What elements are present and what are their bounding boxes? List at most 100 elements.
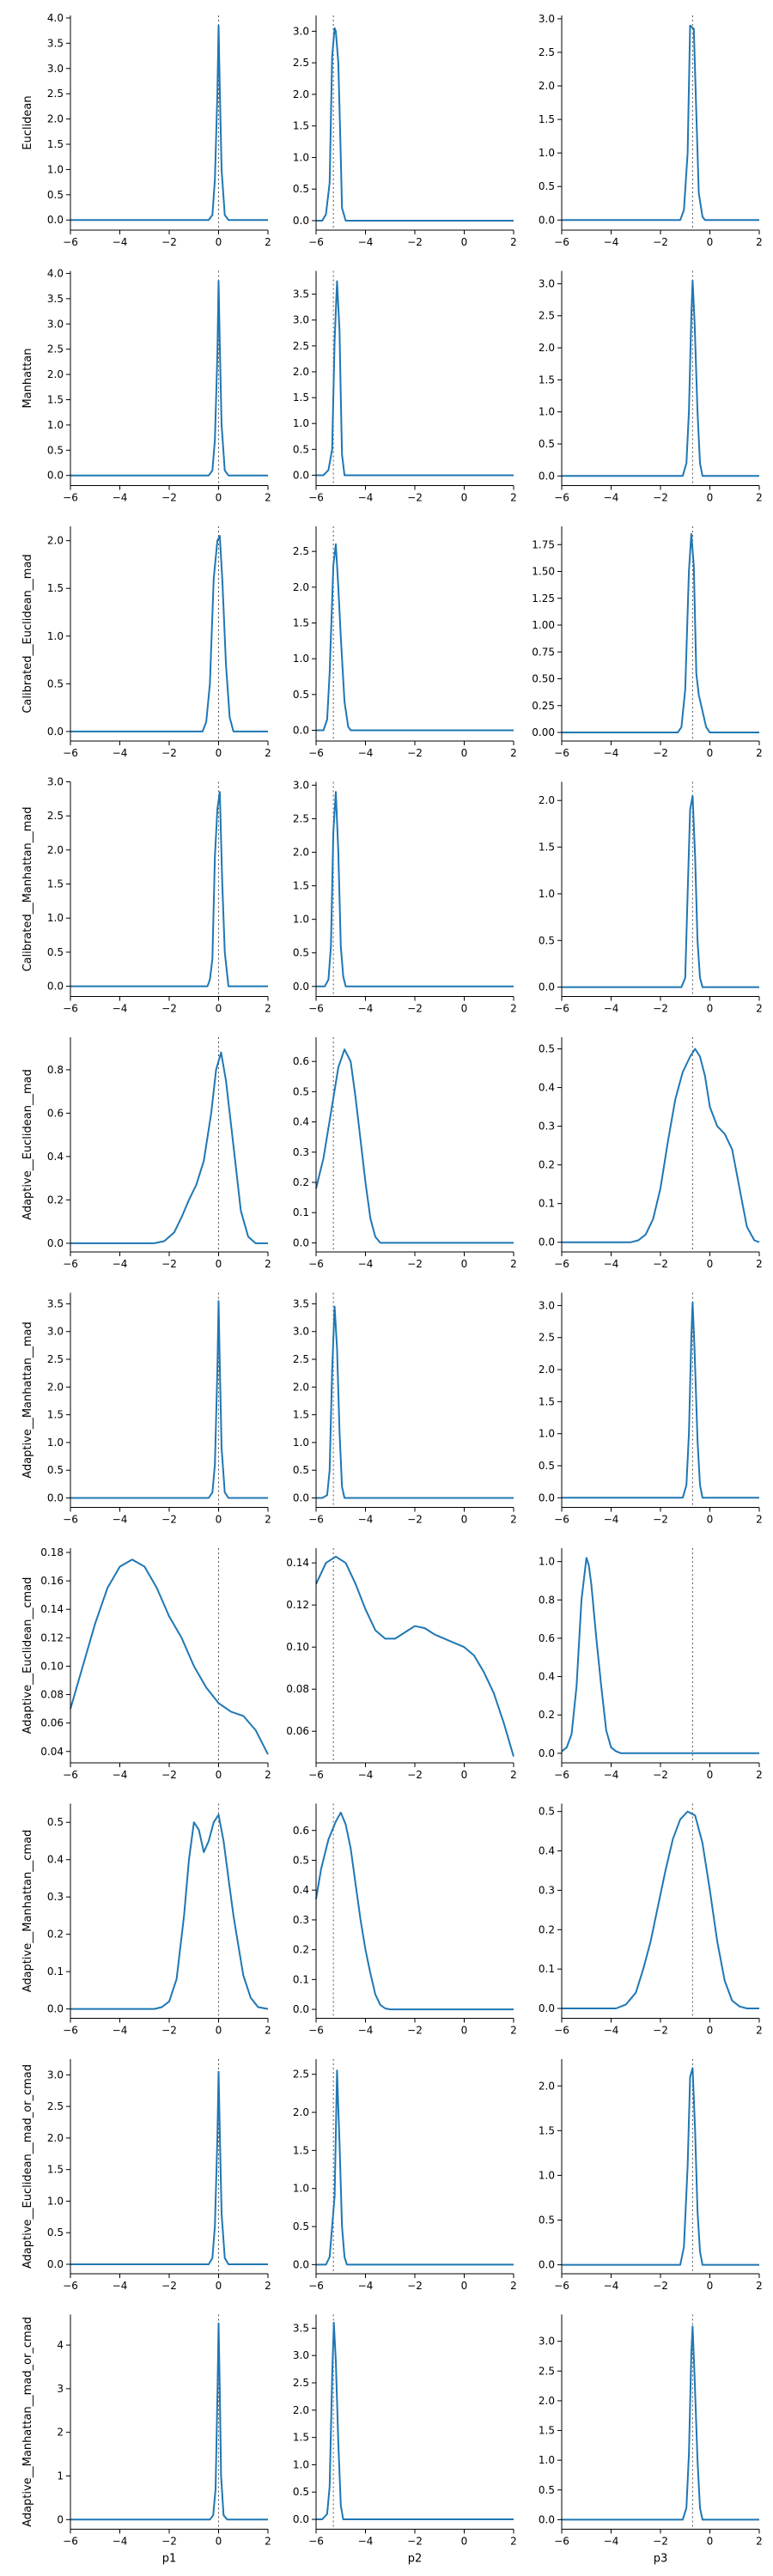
y-tick-label: 0.5 — [47, 1816, 64, 1828]
x-tick-label: 0 — [461, 2280, 468, 2292]
x-tick-label: −4 — [604, 747, 619, 759]
panel-r1-c1: −6 −4 −2 0 2 0.0 0.5 1.0 1.5 2.0 2.5 3.0 3.5 4.0 Eucli… — [21, 12, 271, 248]
x-tick-label: −6 — [308, 1514, 324, 1526]
x-tick-label: −6 — [554, 2280, 569, 2292]
x-tick-label: 2 — [510, 236, 517, 248]
y-tick-label: 3.5 — [293, 289, 309, 301]
y-tick-label: 0.5 — [539, 1043, 555, 1055]
y-tick-label: 0.5 — [293, 1085, 309, 1097]
x-tick-label: −6 — [554, 492, 569, 504]
x-tick-label: −6 — [63, 747, 78, 759]
panel-r4-c3: −6 −4 −2 0 2 0.0 0.5 1.0 1.5 2.0 — [539, 781, 763, 1015]
x-tick-label: −4 — [113, 492, 128, 504]
y-tick-label: 0.2 — [47, 1194, 64, 1206]
y-tick-label: 1.5 — [293, 2432, 309, 2444]
y-tick-label: 1.0 — [47, 1437, 64, 1449]
y-tick-label: 2.5 — [293, 340, 309, 352]
panel-r3-c2: −6 −4 −2 0 2 0.0 0.5 1.0 1.5 2.0 2.5 — [293, 526, 517, 759]
x-tick-label: 2 — [265, 1769, 271, 1781]
x-tick-label: 2 — [510, 2025, 517, 2037]
x-tick-label: −4 — [113, 1258, 128, 1270]
y-tick-label: 0.16 — [40, 1575, 64, 1587]
y-tick-label: 1.5 — [539, 113, 555, 125]
y-tick-label: 3.0 — [293, 25, 309, 37]
y-tick-label: 0.12 — [40, 1631, 64, 1643]
row-ylabel: Adaptive__Manhattan__mad_or_cmad — [21, 2317, 34, 2527]
x-tick-label: 0 — [707, 1769, 714, 1781]
x-tick-label: −2 — [653, 1003, 668, 1015]
panel-r3-c1: −6 −4 −2 0 2 0.0 0.5 1.0 1.5 2.0 Calibrated__Eucli… — [21, 526, 271, 759]
y-tick-label: 1.5 — [539, 374, 555, 386]
x-tick-label: −2 — [653, 2536, 668, 2548]
x-tick-label: 0 — [707, 236, 714, 248]
panel-r8-c2: −6 −4 −2 0 2 0.0 0.1 0.2 0.3 0.4 0.5 0.6 — [293, 1803, 517, 2037]
panel-r5-c3: −6 −4 −2 0 2 0.0 0.1 0.2 0.3 0.4 0.5 — [539, 1037, 763, 1270]
x-tick-label: −4 — [358, 2280, 374, 2292]
y-tick-label: 3.5 — [293, 2322, 309, 2334]
x-tick-label: 0 — [461, 747, 468, 759]
y-tick-label: 3.0 — [47, 63, 64, 75]
y-tick-label: 1.0 — [539, 888, 555, 900]
y-tick-label: 0.08 — [40, 1689, 64, 1701]
y-tick-label: 2.5 — [47, 810, 64, 822]
x-tick-label: −6 — [554, 1769, 569, 1781]
y-tick-label: 0.0 — [293, 981, 309, 993]
y-tick-label: 2.5 — [47, 2100, 64, 2112]
y-tick-label: 2.0 — [539, 1364, 555, 1376]
y-tick-label: 3 — [57, 2383, 64, 2395]
y-tick-label: 2.0 — [47, 113, 64, 125]
y-tick-label: 1.5 — [47, 138, 64, 150]
x-tick-label: −4 — [358, 1258, 374, 1270]
y-tick-label: 0.2 — [539, 1709, 555, 1721]
y-tick-label: 0.4 — [539, 1845, 555, 1857]
y-tick-label: 3.5 — [47, 293, 64, 305]
density-line — [70, 2322, 268, 2521]
y-tick-label: 0.8 — [47, 1064, 64, 1076]
y-tick-label: 0.00 — [532, 726, 555, 738]
y-tick-label: 0.14 — [40, 1603, 64, 1615]
y-tick-label: 0.08 — [286, 1683, 309, 1695]
x-tick-label: 0 — [461, 1003, 468, 1015]
x-tick-label: −2 — [407, 236, 423, 248]
row-ylabel: Adaptive__Manhattan__mad — [21, 1321, 34, 1478]
x-tick-label: −2 — [653, 1258, 668, 1270]
x-tick-label: 0 — [216, 1769, 222, 1781]
x-tick-label: 2 — [265, 1514, 271, 1526]
panel-r7-c2: −6 −4 −2 0 2 0.06 0.08 0.10 0.12 0.14 — [286, 1548, 517, 1781]
x-tick-label: −4 — [604, 1514, 619, 1526]
y-tick-label: 1.5 — [293, 392, 309, 404]
y-tick-label: 1.5 — [293, 2144, 309, 2156]
y-tick-label: 1.0 — [293, 2458, 309, 2470]
y-tick-label: 1.0 — [539, 1428, 555, 1440]
panel-r9-c3: −6 −4 −2 0 2 0.0 0.5 1.0 1.5 2.0 — [539, 2059, 763, 2292]
y-tick-label: 0.3 — [293, 1914, 309, 1926]
y-tick-label: 0.0 — [47, 2003, 64, 2015]
y-tick-label: 1.5 — [293, 120, 309, 132]
y-tick-label: 0.5 — [47, 946, 64, 958]
density-line — [562, 1810, 759, 2009]
x-tick-label: 2 — [265, 492, 271, 504]
y-tick-label: 0.6 — [293, 1055, 309, 1067]
y-tick-label: 0.3 — [539, 1121, 555, 1133]
x-tick-label: −2 — [653, 492, 668, 504]
y-tick-label: 2.0 — [293, 581, 309, 593]
y-tick-label: 1.5 — [539, 2124, 555, 2136]
density-line — [562, 279, 759, 477]
y-tick-label: 0.8 — [539, 1594, 555, 1606]
density-line — [316, 2069, 514, 2266]
y-tick-label: 0.06 — [286, 1725, 309, 1737]
y-tick-label: 0.4 — [539, 1082, 555, 1094]
density-line — [70, 1558, 269, 1755]
x-tick-label: −6 — [63, 1003, 78, 1015]
y-tick-label: 0.1 — [539, 1198, 555, 1210]
panel-r1-c2: −6 −4 −2 0 2 0.0 0.5 1.0 1.5 2.0 2.5 3.0 — [293, 15, 517, 248]
x-tick-label: 0 — [707, 747, 714, 759]
y-tick-label: 0.1 — [293, 1973, 309, 1985]
density-line — [70, 791, 268, 987]
x-tick-label: −4 — [604, 236, 619, 248]
y-tick-label: 0.10 — [286, 1641, 309, 1653]
x-tick-label: −4 — [358, 2536, 374, 2548]
y-tick-label: 0.12 — [286, 1599, 309, 1611]
panel-r6-c2: −6 −4 −2 0 2 0.0 0.5 1.0 1.5 2.0 2.5 3.0 3.5 — [293, 1292, 517, 1526]
x-tick-label: −4 — [358, 492, 374, 504]
